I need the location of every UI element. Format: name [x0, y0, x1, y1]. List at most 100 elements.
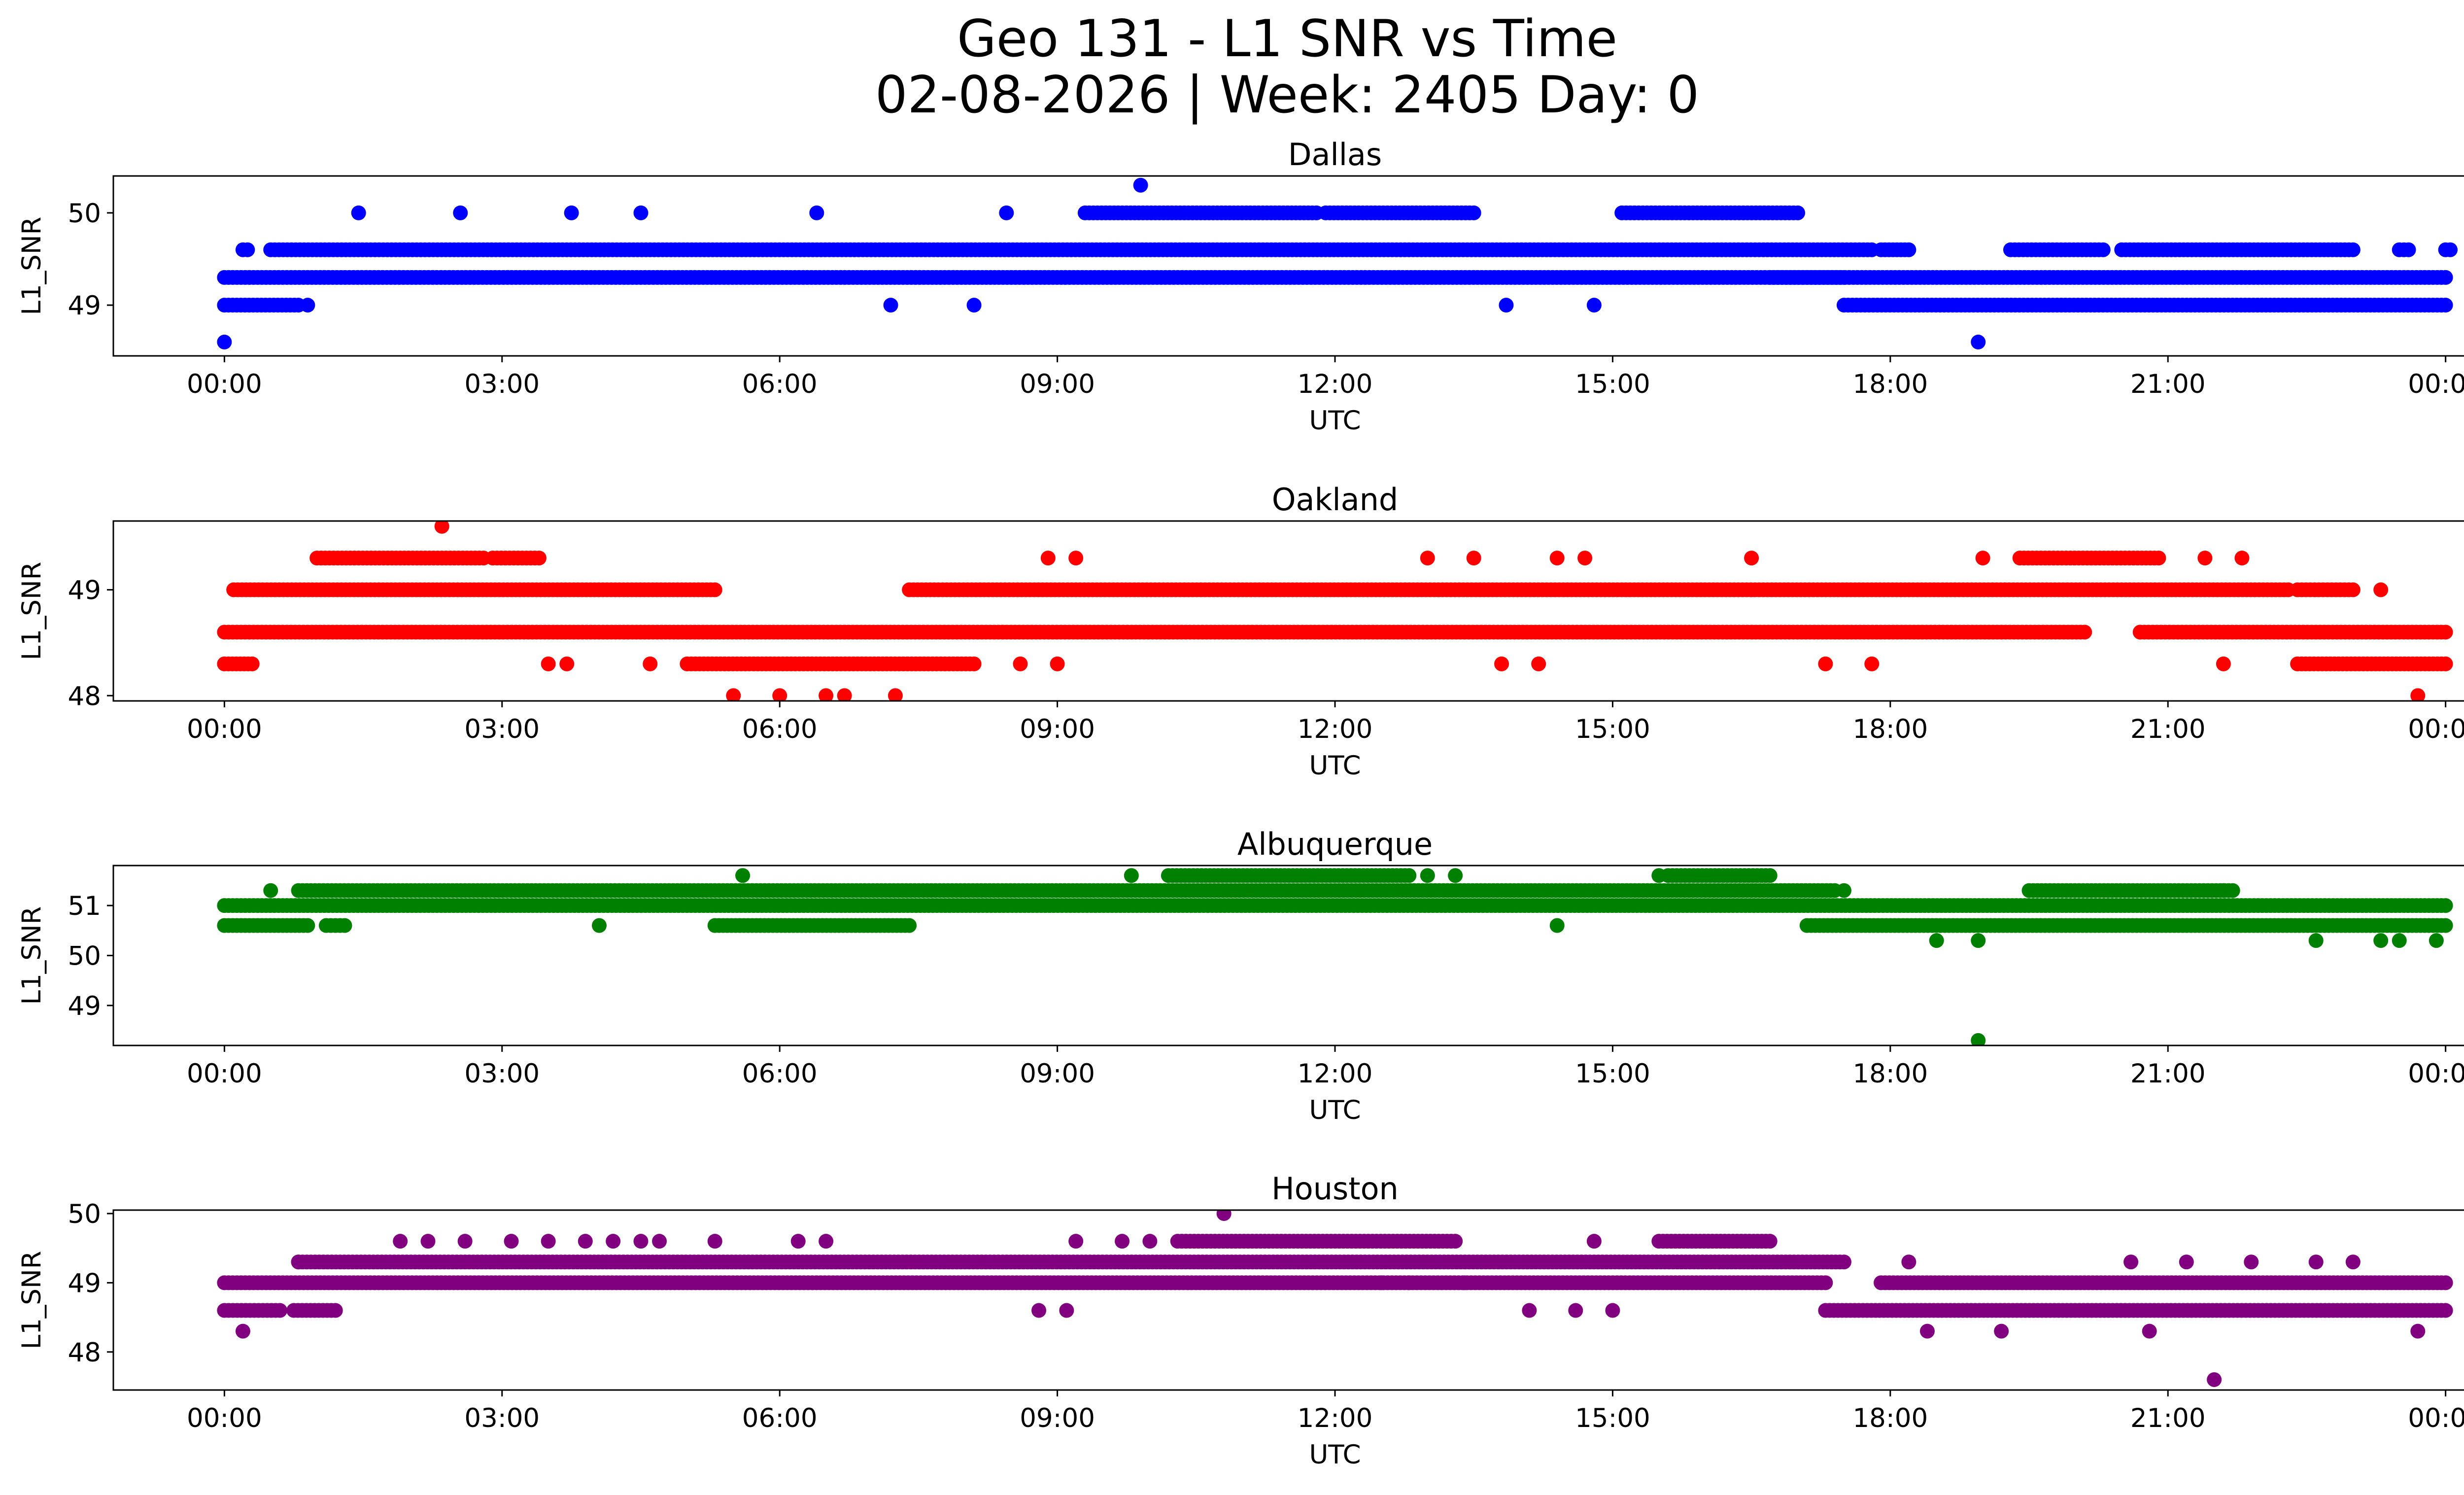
data-point	[2401, 242, 2416, 257]
x-tick-label: 21:00	[2130, 369, 2206, 399]
x-tick-label: 06:00	[742, 369, 818, 399]
data-point	[1466, 551, 1481, 566]
scatter-series	[217, 868, 2453, 1045]
x-tick-label: 06:00	[742, 1059, 818, 1089]
y-axis-label: L1_SNR	[17, 562, 47, 661]
data-point	[1124, 868, 1139, 883]
x-axis-label: UTC	[1309, 751, 1361, 781]
x-tick-label: 18:00	[1852, 714, 1928, 744]
data-point	[1818, 1275, 1833, 1290]
data-point	[902, 918, 917, 933]
data-point	[1420, 551, 1435, 566]
data-point	[1971, 933, 1986, 948]
data-point	[1133, 177, 1148, 193]
data-point	[1494, 656, 1509, 671]
y-tick-label: 49	[68, 576, 101, 606]
data-point	[2197, 551, 2213, 566]
x-tick-label: 06:00	[742, 714, 818, 744]
data-point	[1818, 656, 1833, 671]
x-tick-label: 09:00	[1020, 714, 1095, 744]
x-tick-label: 18:00	[1852, 369, 1928, 399]
x-tick-label: 21:00	[2130, 714, 2206, 744]
data-point	[591, 918, 607, 933]
data-point	[819, 688, 834, 701]
x-axis-label: UTC	[1309, 1095, 1361, 1125]
x-tick-label: 00:00	[2408, 714, 2464, 744]
data-point	[1975, 551, 1990, 566]
x-tick-label: 15:00	[1575, 1059, 1650, 1089]
data-point	[1744, 551, 1759, 566]
x-tick-label: 00:00	[2408, 1059, 2464, 1089]
data-point	[1549, 918, 1565, 933]
y-tick-label: 49	[68, 991, 101, 1021]
data-point	[707, 582, 722, 597]
data-point	[883, 298, 898, 313]
data-point	[2345, 582, 2361, 597]
data-point	[2216, 656, 2231, 671]
x-tick-label: 12:00	[1298, 714, 1373, 744]
data-point	[2308, 933, 2324, 948]
data-point	[1929, 933, 1944, 948]
data-point	[1402, 868, 1417, 883]
data-point	[1499, 298, 1514, 313]
data-point	[2438, 625, 2453, 640]
data-point	[1651, 868, 1667, 883]
x-tick-label: 09:00	[1020, 1059, 1095, 1089]
data-point	[2234, 551, 2250, 566]
data-point	[564, 205, 579, 220]
x-tick-label: 21:00	[2130, 1059, 2206, 1089]
data-point	[1577, 551, 1593, 566]
x-axis-label: UTC	[1309, 406, 1361, 436]
y-axis-label: L1_SNR	[17, 906, 47, 1005]
data-point	[559, 656, 575, 671]
x-tick-label: 18:00	[1852, 1059, 1928, 1089]
data-point	[999, 205, 1014, 220]
data-point	[1068, 551, 1084, 566]
data-point	[1901, 242, 1916, 257]
data-point	[726, 688, 741, 701]
data-point	[1466, 205, 1481, 220]
x-tick-label: 03:00	[464, 1059, 540, 1089]
data-point	[453, 205, 468, 220]
data-point	[633, 205, 649, 220]
data-point	[2438, 1275, 2453, 1290]
data-point	[1762, 868, 1778, 883]
x-tick-label: 00:00	[187, 714, 262, 744]
data-point	[337, 918, 352, 933]
data-point	[837, 688, 852, 701]
y-tick-label: 50	[68, 199, 101, 229]
data-point	[300, 918, 315, 933]
data-point	[809, 205, 824, 220]
data-point	[244, 656, 260, 671]
figure-title-line-2: 02-08-2026 | Week: 2405 Day: 0	[875, 66, 1699, 125]
x-tick-label: 00:00	[187, 369, 262, 399]
data-point	[2077, 625, 2092, 640]
data-point	[2151, 551, 2166, 566]
data-point	[1836, 1254, 1851, 1270]
data-point	[1549, 551, 1565, 566]
x-tick-label: 03:00	[464, 714, 540, 744]
data-point	[2392, 933, 2407, 948]
data-point	[2373, 582, 2389, 597]
data-point	[1448, 868, 1463, 883]
x-tick-label: 12:00	[1298, 369, 1373, 399]
data-point	[1013, 656, 1028, 671]
data-point	[2443, 242, 2458, 257]
x-tick-label: 03:00	[464, 369, 540, 399]
data-point	[273, 1303, 288, 1318]
data-point	[2438, 298, 2453, 313]
data-point	[735, 868, 751, 883]
data-point	[643, 656, 658, 671]
subplot-title: Houston	[1271, 1171, 1399, 1207]
data-point	[2438, 898, 2453, 913]
y-tick-label: 50	[68, 941, 101, 972]
data-point	[434, 521, 449, 534]
data-point	[2438, 656, 2453, 671]
data-point	[2429, 933, 2444, 948]
x-tick-label: 09:00	[1020, 369, 1095, 399]
data-point	[1586, 298, 1602, 313]
data-point	[1420, 868, 1435, 883]
figure-title-line-1: Geo 131 - L1 SNR vs Time	[957, 9, 1617, 69]
data-point	[1971, 334, 1986, 349]
